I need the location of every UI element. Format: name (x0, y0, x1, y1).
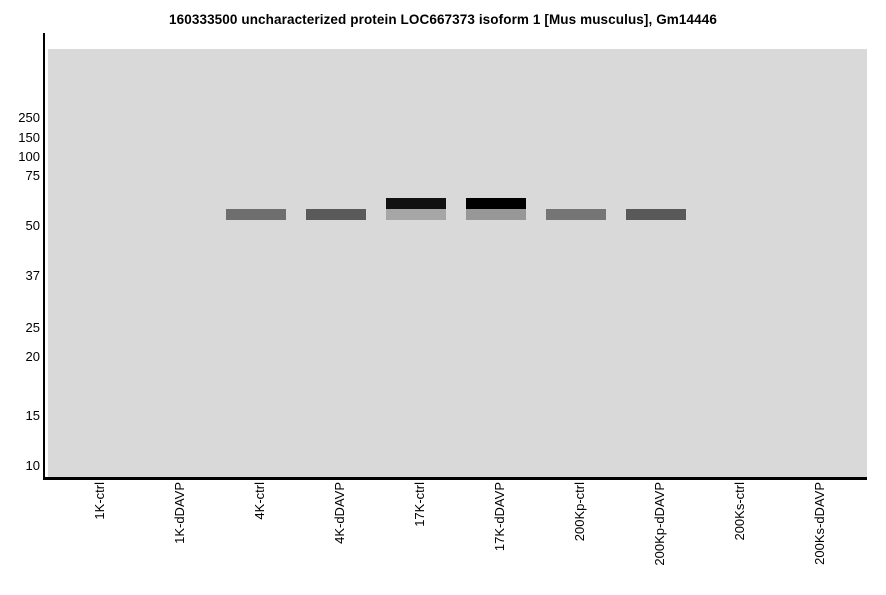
x-lane-label: 17K-dDAVP (492, 482, 507, 552)
y-tick-label: 10 (25, 458, 40, 473)
x-axis-line (43, 477, 867, 480)
y-tick-label: 50 (25, 218, 40, 233)
x-lane-label: 200Ks-dDAVP (812, 482, 827, 565)
y-tick-label: 37 (25, 268, 40, 283)
gel-band (466, 209, 526, 220)
gel-band (226, 209, 286, 220)
x-lane-label: 200Kp-ctrl (572, 482, 587, 542)
y-tick-label: 20 (25, 349, 40, 364)
gel-band (546, 209, 606, 220)
x-lane-label: 4K-dDAVP (332, 482, 347, 544)
y-tick-label: 15 (25, 408, 40, 423)
y-axis-line (43, 33, 45, 480)
x-lane-label: 200Ks-ctrl (732, 482, 747, 541)
gel-band (466, 198, 526, 209)
y-tick-label: 150 (18, 130, 40, 145)
gel-band (386, 198, 446, 209)
gel-plot-area (48, 49, 867, 477)
gel-band (306, 209, 366, 220)
y-tick-label: 75 (25, 168, 40, 183)
x-lane-label: 17K-ctrl (412, 482, 427, 527)
x-lane-label: 200Kp-dDAVP (652, 482, 667, 566)
chart-title: 160333500 uncharacterized protein LOC667… (169, 12, 717, 27)
gel-band (626, 209, 686, 220)
y-tick-label: 25 (25, 320, 40, 335)
x-lane-label: 1K-ctrl (92, 482, 107, 520)
gel-band (386, 209, 446, 220)
x-lane-label: 1K-dDAVP (172, 482, 187, 544)
y-tick-label: 100 (18, 149, 40, 164)
x-lane-label: 4K-ctrl (252, 482, 267, 520)
y-tick-label: 250 (18, 110, 40, 125)
